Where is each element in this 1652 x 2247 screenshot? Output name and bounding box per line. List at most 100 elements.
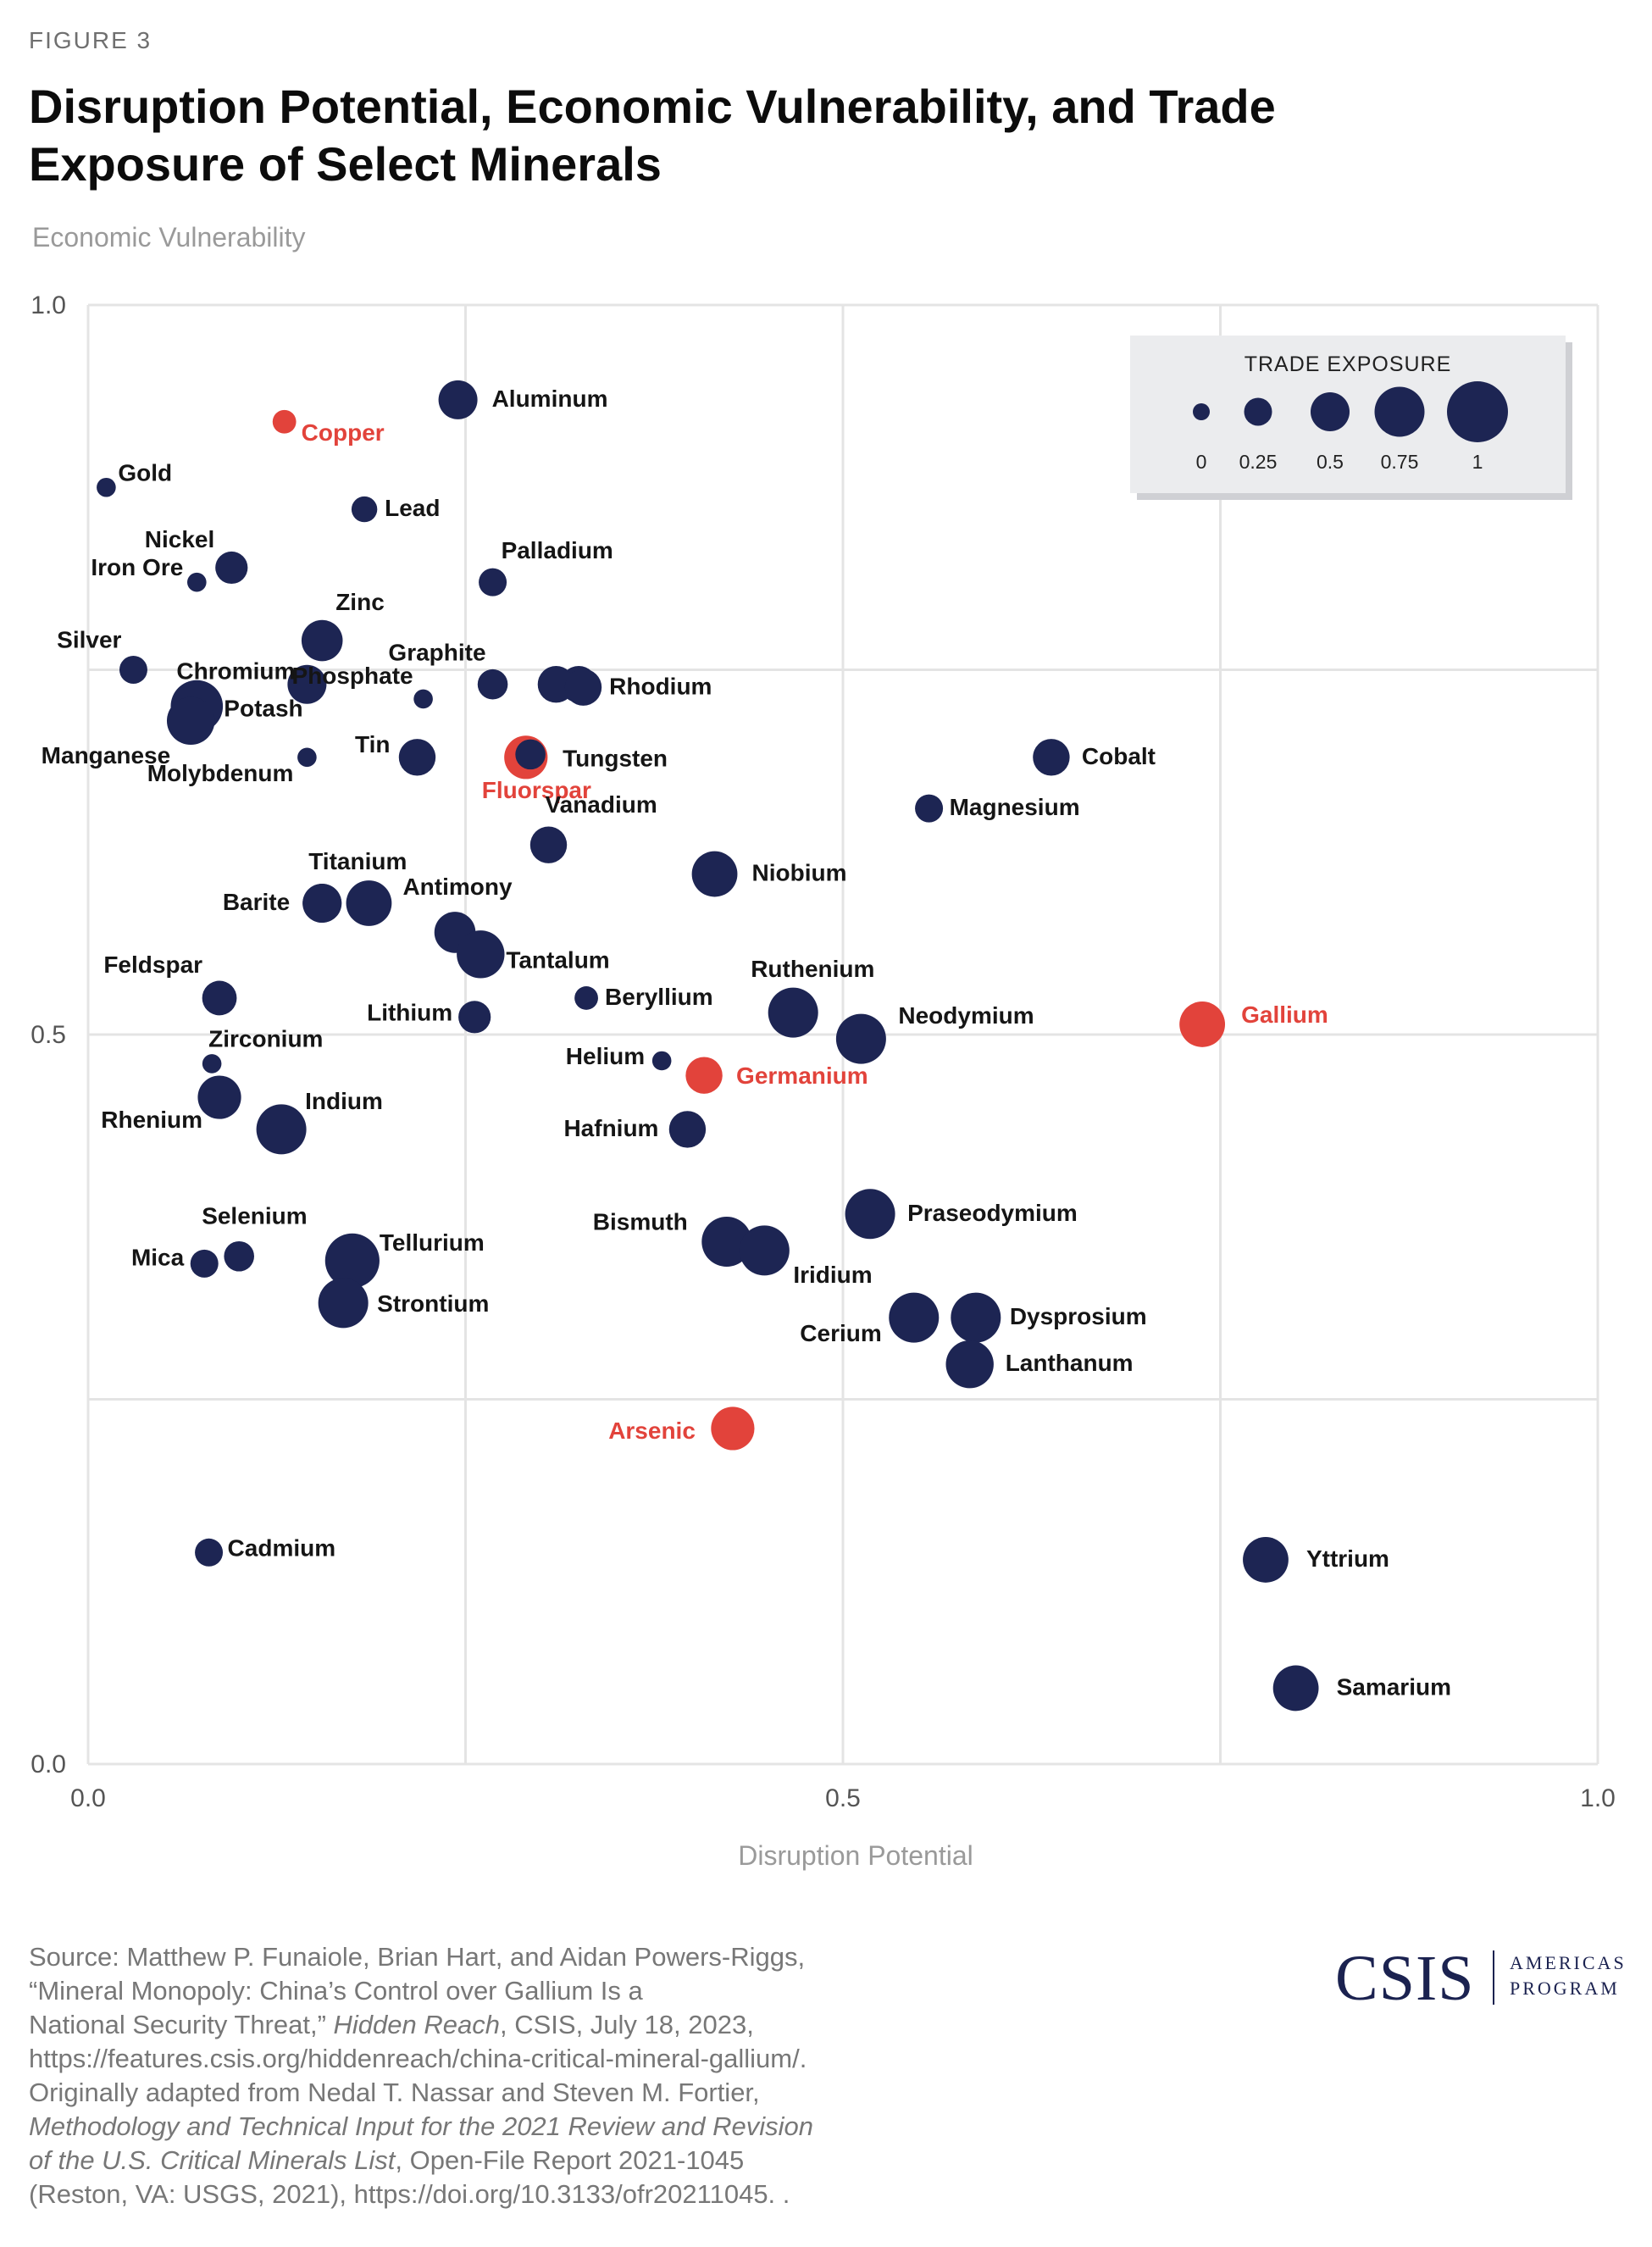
point-label: Palladium [502,537,613,563]
data-point [768,987,818,1038]
point-label: Samarium [1337,1673,1451,1700]
data-point [889,1292,940,1343]
legend-label: 0.75 [1381,451,1419,473]
data-point [202,1054,222,1074]
data-point [302,884,342,924]
data-point [438,380,478,419]
point-label: Vanadium [546,791,657,818]
axis-ticks: 0.00.0 0.5 0.5 1.0 1.0 [30,291,1616,1812]
point-label: Nickel [145,526,215,552]
legend-bubble [1193,403,1210,420]
data-point [202,980,237,1016]
point-label: Cadmium [228,1534,336,1561]
point-label: Ruthenium [751,956,874,982]
point-label: Antimony [402,874,513,900]
point-label: Tantalum [506,946,609,973]
data-point [97,477,116,497]
point-label: Manganese [42,742,171,768]
data-point [224,1240,255,1272]
legend-label: 0.25 [1239,451,1278,473]
point-label: Bismuth [593,1209,688,1235]
point-label: Iridium [793,1262,872,1288]
data-point [187,572,207,592]
data-point [845,1189,895,1240]
data-point [458,1001,491,1034]
data-point [398,739,436,776]
data-point [346,880,392,926]
data-point [668,1111,707,1148]
point-label: Beryllium [605,984,713,1010]
point-label: Indium [305,1088,383,1114]
point-label: Feldspar [103,952,202,978]
legend-bubble [1447,381,1508,442]
point-label: Zinc [335,589,385,615]
point-label: Lead [385,495,440,521]
point-label: Mica [131,1244,185,1270]
point-label: Cobalt [1082,743,1156,769]
data-point [951,1292,1001,1343]
logo-sub-line: AMERICAS [1510,1952,1627,1973]
point-label: Hafnium [563,1115,658,1141]
source-text: , Open-File Report 2021-1045 [395,2145,745,2175]
point-label: Niobium [752,860,847,886]
data-point [301,619,343,662]
data-point [515,739,546,770]
legend-label: 0.5 [1317,451,1344,473]
source-text: National Security Threat,” [29,2010,334,2039]
data-point [691,851,738,897]
data-point [945,1340,994,1389]
point-label: Molybdenum [147,760,294,786]
data-point [413,689,433,709]
data-point [287,664,327,704]
source-line: (Reston, VA: USGS, 2021), https://doi.or… [29,2179,790,2209]
data-point [1272,1665,1319,1712]
point-label: Iron Ore [91,554,183,580]
data-point [215,551,248,585]
point-label: Gold [118,459,172,485]
x-tick-label: 0.0 [70,1784,106,1812]
point-label: Graphite [388,640,485,666]
legend-bubble [1374,386,1425,437]
data-point [574,986,598,1010]
point-label: Dysprosium [1010,1303,1147,1329]
legend-title: TRADE EXPOSURE [1245,352,1452,376]
legend-label: 1 [1472,451,1483,473]
data-point [351,496,378,523]
point-label: Lanthanum [1006,1350,1134,1376]
data-point [197,1075,241,1119]
point-label: Fluorspar [482,777,591,803]
point-label: Aluminum [492,386,608,412]
data-point [1179,1001,1226,1047]
chart-title: Disruption Potential, Economic Vulnerabi… [29,80,1276,191]
point-label: Lithium [367,999,452,1025]
figure-label: FIGURE 3 [29,27,152,53]
point-label: Helium [566,1043,645,1069]
x-tick-label: 0.5 [825,1784,861,1812]
point-label: Tungsten [563,745,668,771]
y-axis-title: Economic Vulnerability [32,222,306,252]
y-tick-label: 1.0 [30,291,66,319]
source-line: Originally adapted from Nedal T. Nassar … [29,2078,760,2107]
source-link[interactable]: https://features.csis.org/hiddenreach/ch… [29,2044,807,2073]
data-point [537,666,575,703]
source-line: Source: Matthew P. Funaiole, Brian Hart,… [29,1942,806,1972]
point-label: Magnesium [950,794,1080,820]
point-label: Barite [223,889,290,915]
data-point [297,747,317,768]
source-line: “Mineral Monopoly: China’s Control over … [29,1976,643,2006]
point-label: Tellurium [380,1229,485,1256]
point-label: Tin [355,731,390,757]
data-point [318,1278,369,1329]
size-legend: TRADE EXPOSURE 0 0.25 0.5 0.75 1 [1130,336,1572,500]
point-label: Copper [302,419,385,446]
x-axis-title: Disruption Potential [738,1840,973,1871]
source-text: Hidden Reach [333,2010,500,2039]
point-label: Neodymium [898,1002,1034,1029]
data-point [190,1249,219,1278]
data-point [701,1217,752,1268]
data-points [97,380,1319,1712]
data-point [685,1057,723,1094]
point-label: Cerium [800,1320,881,1346]
logo-wordmark: CSIS [1335,1943,1475,2014]
